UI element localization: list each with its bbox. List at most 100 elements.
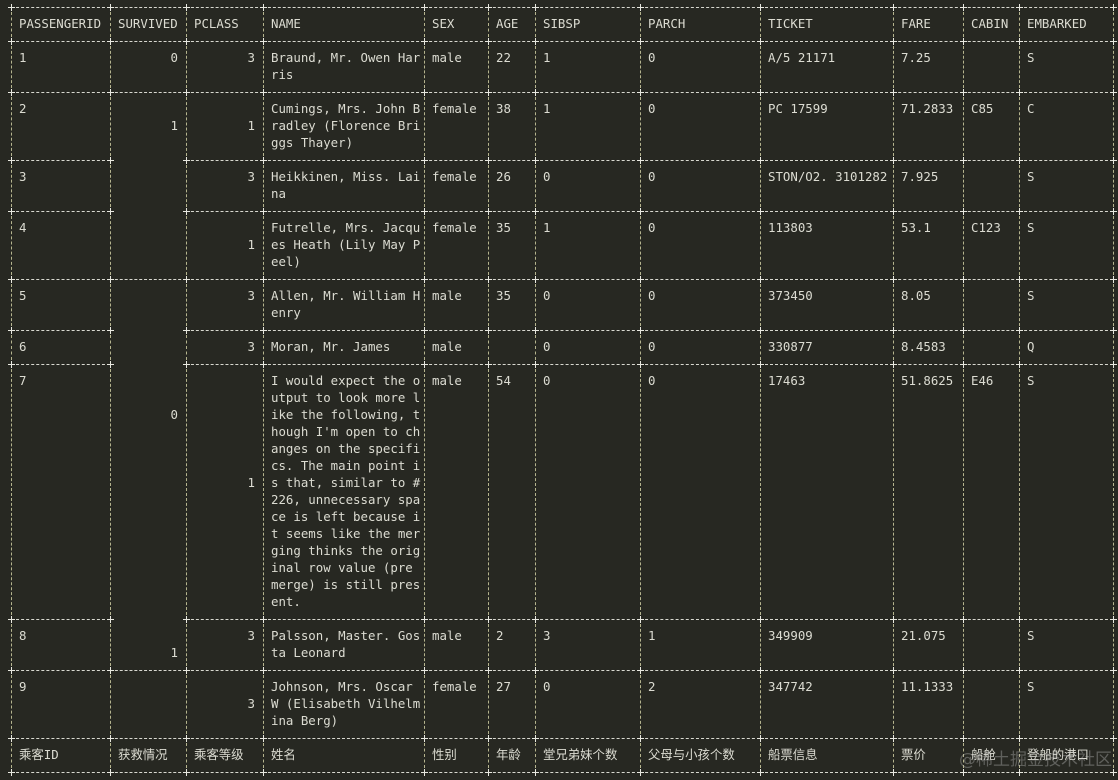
border-corner	[485, 735, 492, 742]
parch-cell: 0	[648, 169, 656, 184]
border-corner	[637, 89, 644, 96]
row-divider	[110, 41, 186, 42]
row-divider	[1019, 772, 1113, 773]
column-divider	[424, 335, 425, 360]
column-divider	[110, 369, 111, 615]
border-corner	[757, 616, 764, 623]
border-corner	[183, 157, 190, 164]
row-divider	[963, 279, 1019, 280]
row-divider	[424, 670, 488, 671]
row-divider	[186, 670, 263, 671]
sibsp-cell: 1	[543, 101, 551, 116]
row-divider	[760, 279, 893, 280]
column-divider	[1113, 97, 1114, 156]
column-divider	[424, 97, 425, 156]
border-corner	[757, 4, 764, 11]
border-corner	[637, 157, 644, 164]
column-divider	[263, 369, 264, 615]
row-divider	[488, 279, 535, 280]
border-corner	[890, 89, 897, 96]
pclass-cell: 3	[247, 696, 255, 711]
row-divider	[963, 211, 1019, 212]
row-divider	[11, 211, 110, 212]
border-corner	[960, 208, 967, 215]
pclass-cell: 1	[247, 475, 255, 490]
survived-cell: 1	[170, 645, 178, 660]
border-corner	[260, 735, 267, 742]
border-corner	[421, 616, 428, 623]
border-corner	[421, 157, 428, 164]
sex-cell: female	[432, 169, 477, 184]
row-divider	[110, 738, 186, 739]
border-corner	[1016, 735, 1023, 742]
row-divider	[963, 7, 1019, 8]
border-corner	[532, 38, 539, 45]
row-divider	[424, 211, 488, 212]
parch-cell: 0	[648, 288, 656, 303]
row-divider	[424, 7, 488, 8]
border-corner	[485, 769, 492, 776]
row-divider	[11, 670, 110, 671]
column-divider	[488, 12, 489, 37]
border-corner	[1110, 4, 1117, 11]
column-divider	[760, 97, 761, 156]
row-divider	[535, 7, 640, 8]
column-divider	[640, 97, 641, 156]
column-divider	[640, 284, 641, 326]
border-corner	[757, 327, 764, 334]
footer-label: 船票信息	[768, 747, 818, 762]
column-divider	[186, 216, 187, 275]
row-divider	[760, 211, 893, 212]
border-corner	[637, 361, 644, 368]
border-corner	[960, 276, 967, 283]
column-divider	[186, 624, 187, 666]
row-divider	[760, 619, 893, 620]
name-cell: I would expect the o utput to look more …	[271, 373, 421, 609]
column-divider	[488, 216, 489, 275]
column-divider	[110, 624, 111, 666]
border-corner	[1110, 276, 1117, 283]
column-divider	[535, 46, 536, 88]
row-divider	[963, 772, 1019, 773]
footer-label: 票价	[901, 747, 926, 762]
border-corner	[183, 38, 190, 45]
border-corner	[757, 735, 764, 742]
column-divider	[11, 216, 12, 275]
column-divider	[893, 165, 894, 207]
column-divider	[488, 743, 489, 768]
column-divider	[640, 335, 641, 360]
column-divider	[424, 165, 425, 207]
fare-cell: 11.1333	[901, 679, 954, 694]
column-divider	[535, 624, 536, 666]
row-divider	[760, 670, 893, 671]
column-header: SEX	[432, 16, 455, 31]
border-corner	[485, 89, 492, 96]
ticket-cell: PC 17599	[768, 101, 828, 116]
border-corner	[1016, 327, 1023, 334]
row-divider	[186, 7, 263, 8]
parch-cell: 0	[648, 220, 656, 235]
row-divider	[535, 41, 640, 42]
row-divider	[640, 92, 760, 93]
fare-cell: 8.4583	[901, 339, 946, 354]
parch-cell: 0	[648, 101, 656, 116]
border-corner	[260, 361, 267, 368]
column-divider	[963, 284, 964, 326]
column-divider	[488, 675, 489, 734]
border-corner	[960, 157, 967, 164]
column-divider	[1019, 97, 1020, 156]
row-divider	[640, 364, 760, 365]
border-corner	[485, 4, 492, 11]
column-divider	[963, 46, 964, 88]
border-corner	[260, 327, 267, 334]
column-divider	[11, 12, 12, 37]
name-cell: Moran, Mr. James	[271, 339, 391, 354]
column-divider	[424, 46, 425, 88]
border-corner	[485, 667, 492, 674]
row-divider	[11, 364, 110, 365]
border-corner	[107, 38, 114, 45]
row-divider	[535, 670, 640, 671]
row-divider	[535, 619, 640, 620]
border-corner	[532, 327, 539, 334]
column-divider	[640, 743, 641, 768]
